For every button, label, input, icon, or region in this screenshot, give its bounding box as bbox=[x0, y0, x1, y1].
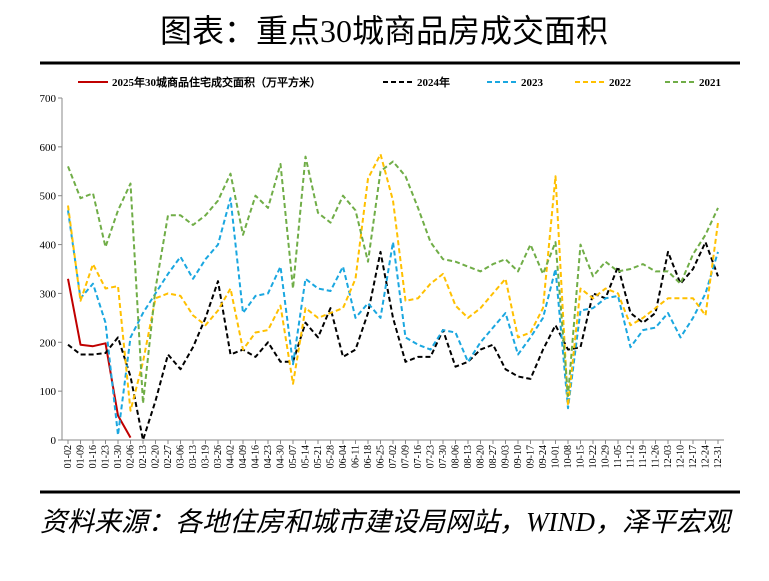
legend-label: 2021 bbox=[699, 77, 721, 89]
x-tick-label: 10-15 bbox=[576, 445, 587, 468]
y-tick-label: 300 bbox=[40, 288, 57, 300]
legend-label: 2025年30城商品住宅成交面积（万平方米） bbox=[112, 75, 321, 89]
x-tick-label: 01-30 bbox=[113, 445, 124, 468]
x-tick-label: 09-03 bbox=[501, 445, 512, 468]
x-tick-label: 02-27 bbox=[163, 445, 174, 468]
y-tick-label: 500 bbox=[40, 191, 57, 203]
x-tick-label: 10-29 bbox=[601, 445, 612, 468]
x-tick-label: 04-30 bbox=[276, 445, 287, 468]
x-tick-label: 06-04 bbox=[338, 445, 349, 468]
x-tick-label: 09-17 bbox=[526, 445, 537, 468]
x-tick-label: 08-13 bbox=[463, 445, 474, 468]
x-tick-label: 09-10 bbox=[513, 445, 524, 468]
x-tick-label: 03-06 bbox=[176, 445, 187, 468]
legend-label: 2022 bbox=[609, 77, 632, 89]
x-tick-label: 04-23 bbox=[263, 445, 274, 468]
x-tick-label: 12-24 bbox=[701, 445, 712, 468]
x-tick-label: 10-22 bbox=[588, 445, 599, 468]
x-tick-label: 04-02 bbox=[226, 445, 237, 468]
x-tick-label: 12-03 bbox=[663, 445, 674, 468]
x-tick-label: 04-09 bbox=[238, 445, 249, 468]
x-tick-label: 11-19 bbox=[638, 445, 649, 468]
chart: 图表：重点30城商品房成交面积 0 100 200 300 400 500 600 700 01… bbox=[40, 13, 740, 494]
x-tick-label: 07-02 bbox=[388, 445, 399, 468]
x-tick-label: 07-30 bbox=[438, 445, 449, 468]
x-tick-label: 05-21 bbox=[313, 445, 324, 468]
x-tick-label: 02-20 bbox=[151, 445, 162, 468]
y-tick-label: 200 bbox=[40, 337, 57, 349]
x-tick-label: 10-08 bbox=[563, 445, 574, 468]
x-tick-label: 11-12 bbox=[626, 445, 637, 468]
x-tick-label: 01-23 bbox=[101, 445, 112, 468]
x-tick-label: 11-26 bbox=[651, 445, 662, 468]
series-line bbox=[67, 153, 719, 412]
x-tick-label: 05-14 bbox=[301, 445, 312, 468]
x-tick-label: 12-10 bbox=[676, 445, 687, 468]
x-tick-label: 08-27 bbox=[488, 445, 499, 468]
legend-label: 2023 bbox=[521, 77, 544, 89]
x-tick-label: 08-06 bbox=[451, 445, 462, 468]
x-tick-label: 05-07 bbox=[288, 445, 299, 468]
x-tick-label: 12-17 bbox=[688, 445, 699, 468]
x-tick-label: 02-06 bbox=[126, 445, 137, 468]
series-line bbox=[67, 278, 132, 439]
x-tick-label: 07-09 bbox=[401, 445, 412, 468]
series-line bbox=[67, 197, 719, 437]
x-tick-label: 02-13 bbox=[138, 445, 149, 468]
y-tick-label: 700 bbox=[40, 93, 57, 105]
x-tick-label: 07-23 bbox=[426, 445, 437, 468]
y-tick-label: 100 bbox=[40, 386, 57, 398]
x-tick-label: 11-05 bbox=[613, 445, 624, 468]
chart-title: 图表：重点30城商品房成交面积 bbox=[160, 13, 608, 49]
legend-label: 2024年 bbox=[417, 75, 450, 89]
y-tick-label: 600 bbox=[40, 142, 57, 154]
x-tick-label: 07-16 bbox=[413, 445, 424, 468]
y-tick-label: 0 bbox=[51, 435, 57, 447]
x-tick-label: 05-28 bbox=[326, 445, 337, 468]
source-note: 资料来源：各地住房和城市建设局网站，WIND，泽平宏观 bbox=[40, 507, 730, 537]
x-tick-label: 06-11 bbox=[351, 445, 362, 468]
x-tick-label: 04-16 bbox=[251, 445, 262, 468]
series-line bbox=[67, 241, 719, 441]
x-tick-label: 03-19 bbox=[201, 445, 212, 468]
x-tick-label: 09-24 bbox=[538, 445, 549, 468]
series-line bbox=[67, 155, 719, 405]
x-tick-label: 08-20 bbox=[476, 445, 487, 468]
x-tick-label: 12-31 bbox=[713, 445, 724, 468]
x-tick-label: 01-09 bbox=[76, 445, 87, 468]
x-tick-label: 01-02 bbox=[63, 445, 74, 468]
x-tick-label: 06-25 bbox=[376, 445, 387, 468]
y-tick-label: 400 bbox=[40, 240, 57, 252]
x-tick-label: 01-16 bbox=[88, 445, 99, 468]
x-tick-label: 10-01 bbox=[551, 445, 562, 468]
x-tick-label: 03-13 bbox=[188, 445, 199, 468]
x-tick-label: 06-18 bbox=[363, 445, 374, 468]
x-tick-label: 03-26 bbox=[213, 445, 224, 468]
